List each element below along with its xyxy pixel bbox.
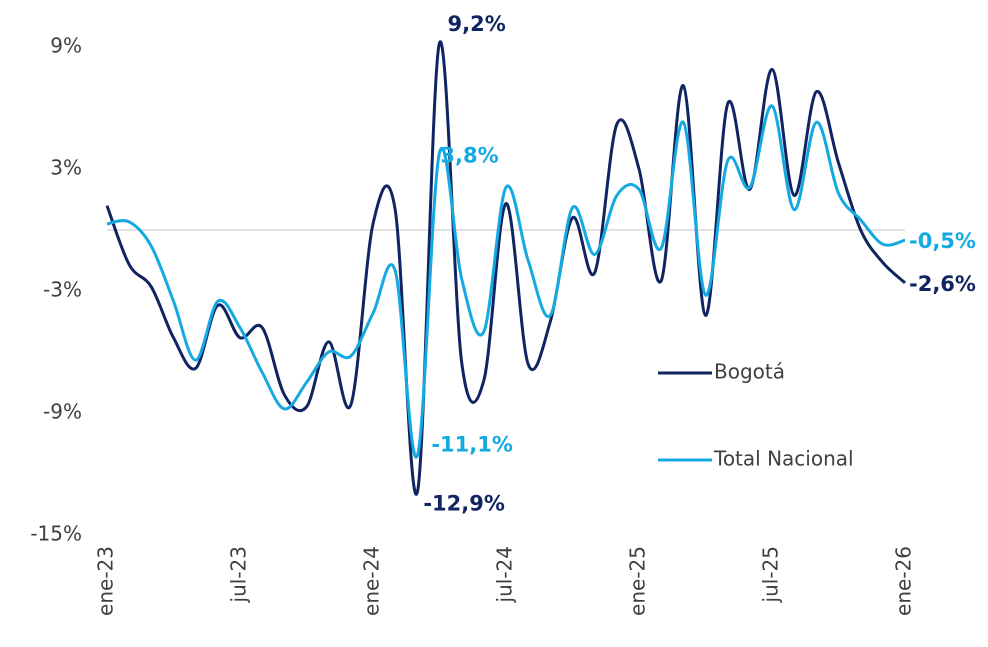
x-tick-label: ene-24 — [360, 546, 384, 616]
y-tick-label: -3% — [43, 278, 82, 302]
x-tick-label: ene-26 — [892, 546, 916, 616]
series-line — [106, 104, 906, 459]
legend-label: Total Nacional — [713, 447, 854, 471]
data-label: -2,6% — [909, 272, 976, 296]
x-tick-label: ene-23 — [94, 546, 118, 616]
data-label: -11,1% — [431, 433, 513, 457]
data-label: 3,8% — [440, 144, 498, 168]
x-tick-label: jul-24 — [493, 546, 517, 603]
data-label: 9,2% — [448, 12, 506, 36]
data-label: -12,9% — [423, 491, 505, 515]
series-line — [105, 40, 907, 496]
x-tick-label: ene-25 — [626, 546, 650, 616]
y-tick-label: -15% — [30, 522, 82, 546]
x-tick-label: jul-25 — [759, 546, 783, 603]
x-tick-label: jul-23 — [227, 546, 251, 603]
y-tick-label: 9% — [50, 34, 82, 58]
legend-label: Bogotá — [714, 360, 785, 384]
y-tick-label: -9% — [43, 400, 82, 424]
data-label: -0,5% — [909, 229, 976, 253]
y-tick-label: 3% — [50, 156, 82, 180]
